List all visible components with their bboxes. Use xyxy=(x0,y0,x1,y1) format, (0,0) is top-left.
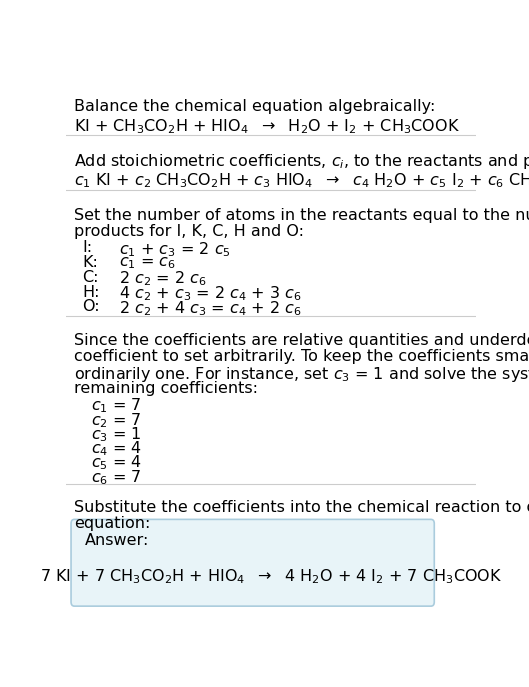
Text: equation:: equation: xyxy=(74,516,151,531)
Text: KI + CH$_3$CO$_2$H + HIO$_4$  $\rightarrow$  H$_2$O + I$_2$ + CH$_3$COOK: KI + CH$_3$CO$_2$H + HIO$_4$ $\rightarro… xyxy=(74,117,460,135)
Text: I:: I: xyxy=(83,240,93,255)
Text: H:: H: xyxy=(83,284,100,300)
Text: products for I, K, C, H and O:: products for I, K, C, H and O: xyxy=(74,224,304,239)
Text: $c_5$ = 4: $c_5$ = 4 xyxy=(91,454,142,473)
Text: coefficient to set arbitrarily. To keep the coefficients small, the arbitrary va: coefficient to set arbitrarily. To keep … xyxy=(74,349,529,364)
Text: K:: K: xyxy=(83,255,98,270)
Text: $c_6$ = 7: $c_6$ = 7 xyxy=(91,468,141,487)
Text: Add stoichiometric coefficients, $c_i$, to the reactants and products:: Add stoichiometric coefficients, $c_i$, … xyxy=(74,153,529,171)
Text: 7 KI + 7 CH$_3$CO$_2$H + HIO$_4$  $\rightarrow$  4 H$_2$O + 4 I$_2$ + 7 CH$_3$CO: 7 KI + 7 CH$_3$CO$_2$H + HIO$_4$ $\right… xyxy=(40,567,502,587)
Text: $c_1$ KI + $c_2$ CH$_3$CO$_2$H + $c_3$ HIO$_4$  $\rightarrow$  $c_4$ H$_2$O + $c: $c_1$ KI + $c_2$ CH$_3$CO$_2$H + $c_3$ H… xyxy=(74,171,529,190)
Text: $c_1$ + $c_3$ = 2 $c_5$: $c_1$ + $c_3$ = 2 $c_5$ xyxy=(120,240,231,259)
Text: Substitute the coefficients into the chemical reaction to obtain the balanced: Substitute the coefficients into the che… xyxy=(74,500,529,515)
Text: 2 $c_2$ + 4 $c_3$ = $c_4$ + 2 $c_6$: 2 $c_2$ + 4 $c_3$ = $c_4$ + 2 $c_6$ xyxy=(120,300,302,318)
Text: O:: O: xyxy=(83,300,100,315)
Text: C:: C: xyxy=(83,270,99,284)
Text: Balance the chemical equation algebraically:: Balance the chemical equation algebraica… xyxy=(74,100,436,114)
Text: Set the number of atoms in the reactants equal to the number of atoms in the: Set the number of atoms in the reactants… xyxy=(74,208,529,223)
Text: ordinarily one. For instance, set $c_3$ = 1 and solve the system of equations fo: ordinarily one. For instance, set $c_3$ … xyxy=(74,365,529,384)
Text: $c_1$ = 7: $c_1$ = 7 xyxy=(91,396,141,416)
Text: $c_4$ = 4: $c_4$ = 4 xyxy=(91,440,142,458)
FancyBboxPatch shape xyxy=(71,519,434,606)
Text: remaining coefficients:: remaining coefficients: xyxy=(74,381,258,396)
Text: 2 $c_2$ = 2 $c_6$: 2 $c_2$ = 2 $c_6$ xyxy=(120,270,207,289)
Text: Since the coefficients are relative quantities and underdetermined, choose a: Since the coefficients are relative quan… xyxy=(74,333,529,348)
Text: $c_1$ = $c_6$: $c_1$ = $c_6$ xyxy=(120,255,177,271)
Text: 4 $c_2$ + $c_3$ = 2 $c_4$ + 3 $c_6$: 4 $c_2$ + $c_3$ = 2 $c_4$ + 3 $c_6$ xyxy=(120,284,302,303)
Text: $c_2$ = 7: $c_2$ = 7 xyxy=(91,411,141,429)
Text: $c_3$ = 1: $c_3$ = 1 xyxy=(91,425,141,444)
Text: Answer:: Answer: xyxy=(85,533,149,548)
